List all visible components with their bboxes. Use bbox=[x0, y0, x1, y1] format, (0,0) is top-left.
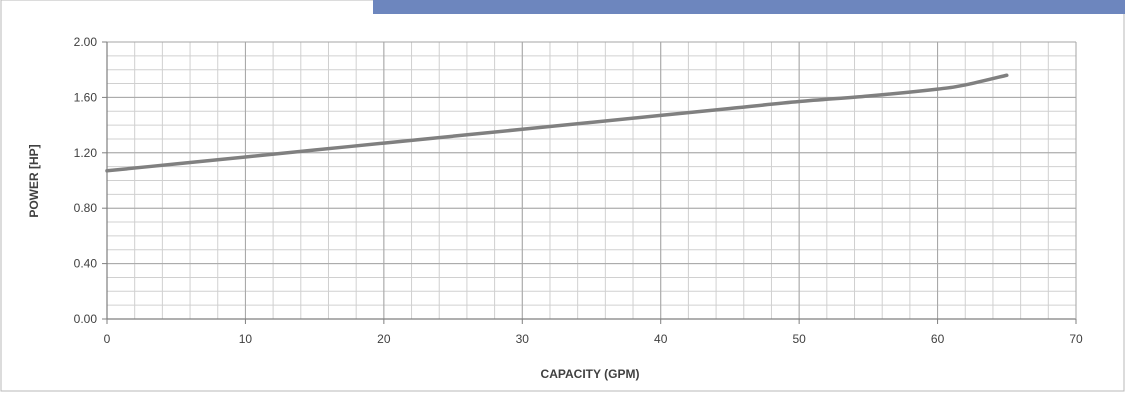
y-tick-label: 0.40 bbox=[74, 257, 98, 271]
header-bar bbox=[373, 0, 1125, 14]
y-tick-label: 1.20 bbox=[74, 146, 98, 160]
series-group bbox=[105, 73, 1009, 173]
axes bbox=[102, 41, 1077, 324]
minor-gridlines bbox=[106, 41, 1077, 320]
x-tick-label: 30 bbox=[516, 332, 530, 346]
x-tick-label: 40 bbox=[654, 332, 668, 346]
y-tick-label: 1.60 bbox=[74, 90, 98, 104]
x-tick-labels: 0 10 20 30 40 50 60 70 bbox=[104, 332, 1083, 346]
x-tick-label: 50 bbox=[792, 332, 806, 346]
y-tick-labels: 0.00 0.40 0.80 1.20 1.60 2.00 bbox=[74, 35, 98, 326]
y-axis-label: POWER [HP] bbox=[27, 144, 41, 217]
x-tick-label: 0 bbox=[104, 332, 111, 346]
series-line-power bbox=[105, 73, 1009, 173]
x-tick-label: 60 bbox=[931, 332, 945, 346]
y-tick-label: 0.00 bbox=[74, 312, 98, 326]
x-tick-label: 10 bbox=[239, 332, 253, 346]
x-axis-label: CAPACITY (GPM) bbox=[541, 367, 640, 381]
x-tick-label: 70 bbox=[1069, 332, 1083, 346]
x-tick-label: 20 bbox=[377, 332, 391, 346]
y-tick-label: 2.00 bbox=[74, 35, 98, 49]
y-tick-label: 0.80 bbox=[74, 201, 98, 215]
